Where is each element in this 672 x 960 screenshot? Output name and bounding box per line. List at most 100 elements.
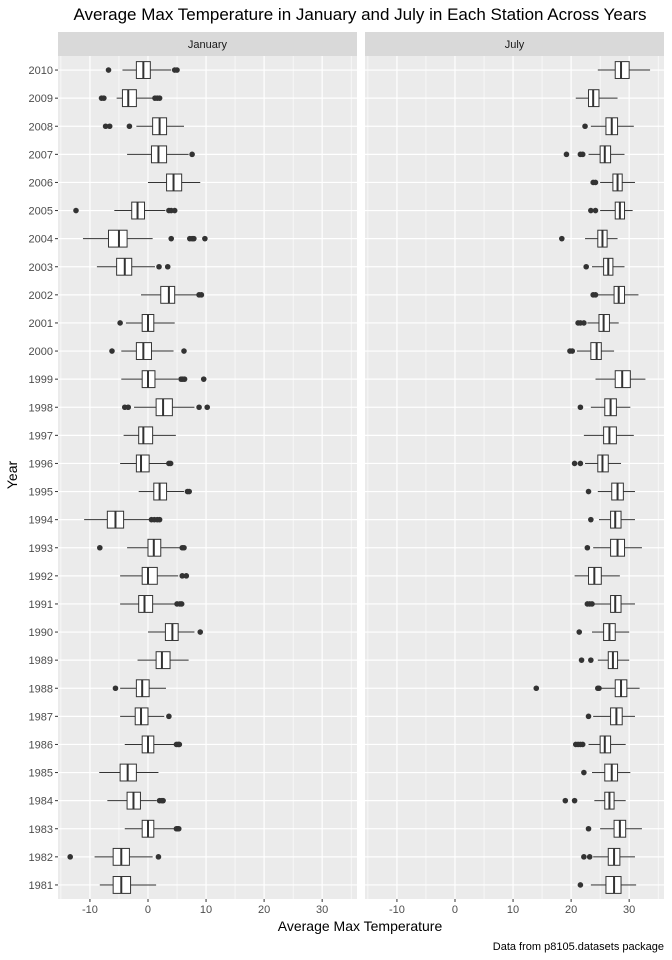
box-iqr	[141, 566, 158, 585]
box-january-2001	[117, 314, 175, 332]
outlier-point	[168, 235, 175, 242]
outlier-point	[582, 123, 588, 130]
box-iqr	[160, 285, 176, 304]
y-tick-label: 1991	[29, 599, 53, 611]
box-july-1998	[577, 398, 631, 417]
outlier-point	[175, 825, 182, 832]
outlier-point	[581, 320, 587, 326]
y-tick-label: 2001	[29, 318, 53, 330]
box-july-1983	[585, 819, 642, 838]
outlier-point	[588, 516, 594, 523]
outlier-point	[183, 573, 190, 579]
box-july-1992	[574, 566, 620, 585]
box-july-1996	[571, 454, 622, 473]
outlier-point	[584, 544, 591, 551]
outlier-point	[181, 376, 188, 382]
y-tick-label: 1982	[29, 852, 53, 864]
y-tick-label: 1983	[29, 824, 53, 836]
y-tick-label: 1981	[29, 880, 53, 892]
outlier-point	[101, 95, 107, 101]
box-january-1982	[67, 847, 162, 866]
strip-july	[365, 32, 664, 56]
y-tick-label: 1988	[29, 683, 53, 695]
y-tick-label: 2006	[29, 177, 53, 189]
strip-label: July	[505, 39, 525, 51]
outlier-point	[198, 292, 205, 298]
box-january-2004	[82, 229, 208, 248]
panel-july: July	[365, 32, 664, 899]
box-january-1994	[84, 510, 163, 529]
x-tick-label: 10	[507, 904, 519, 916]
box-january-1996	[120, 454, 174, 473]
box-july-1991	[584, 595, 635, 613]
box-iqr	[155, 398, 173, 417]
box-january-1989	[137, 651, 189, 670]
box-july-2003	[583, 257, 625, 276]
box-january-1984	[107, 791, 166, 810]
panel-january: January	[58, 32, 357, 899]
box-january-1995	[138, 482, 193, 501]
box-january-1999	[121, 370, 207, 389]
x-tick-label: 20	[565, 904, 577, 916]
outlier-point	[191, 235, 197, 242]
box-january-2000	[109, 342, 187, 360]
box-july-2009	[575, 89, 618, 108]
outlier-point	[588, 657, 594, 663]
outlier-point	[73, 207, 79, 214]
x-axis-title: Average Max Temperature	[278, 918, 443, 934]
box-january-1991	[120, 595, 185, 613]
y-tick-label: 2009	[29, 93, 53, 105]
outlier-point	[577, 460, 584, 467]
outlier-point	[579, 741, 586, 748]
outlier-point	[559, 235, 565, 242]
outlier-point	[586, 854, 593, 860]
y-tick-label: 1998	[29, 402, 53, 414]
panel-background	[365, 56, 664, 899]
box-january-2010	[105, 61, 180, 79]
box-july-2005	[588, 201, 633, 220]
box-january-2003	[96, 257, 171, 276]
y-tick-label: 1987	[29, 711, 53, 723]
outlier-point	[102, 123, 109, 130]
box-january-2005	[73, 201, 178, 220]
y-tick-label: 2004	[29, 234, 53, 246]
outlier-point	[181, 348, 187, 354]
y-tick-label: 1984	[29, 796, 53, 808]
box-iqr	[138, 426, 154, 445]
box-january-1985	[99, 763, 159, 782]
outlier-point	[571, 797, 578, 804]
box-january-2007	[127, 145, 195, 164]
y-tick-label: 1997	[29, 430, 53, 442]
outlier-point	[579, 151, 586, 158]
y-tick-label: 1989	[29, 655, 53, 667]
outlier-point	[581, 769, 587, 776]
outlier-point	[109, 348, 115, 354]
box-july-1994	[588, 510, 635, 529]
outlier-point	[577, 882, 584, 888]
outlier-point	[117, 320, 123, 326]
box-iqr	[614, 61, 630, 79]
outlier-point	[585, 825, 592, 832]
x-tick-label: 10	[200, 904, 212, 916]
strip-january	[58, 32, 357, 56]
outlier-point	[577, 404, 584, 411]
box-july-2006	[590, 173, 635, 192]
box-july-2007	[563, 145, 625, 164]
outlier-point	[578, 657, 585, 663]
y-tick-label: 2007	[29, 149, 53, 161]
box-january-1986	[124, 735, 183, 754]
x-tick-label: 30	[623, 904, 635, 916]
box-january-1997	[123, 426, 176, 445]
outlier-point	[563, 151, 570, 158]
y-axis-ticks: 1981 1982 1983 1984 1985 1986 1987 1988 1989 1990…	[29, 65, 58, 892]
outlier-point	[592, 292, 599, 298]
outlier-point	[125, 404, 132, 411]
chart-title: Average Max Temperature in January and J…	[74, 5, 647, 24]
outlier-point	[569, 348, 576, 354]
x-tick-label: -10	[389, 904, 405, 916]
box-july-2004	[559, 229, 618, 248]
outlier-point	[167, 460, 174, 467]
chart-caption: Data from p8105.datasets package	[493, 941, 664, 953]
outlier-point	[112, 685, 119, 692]
